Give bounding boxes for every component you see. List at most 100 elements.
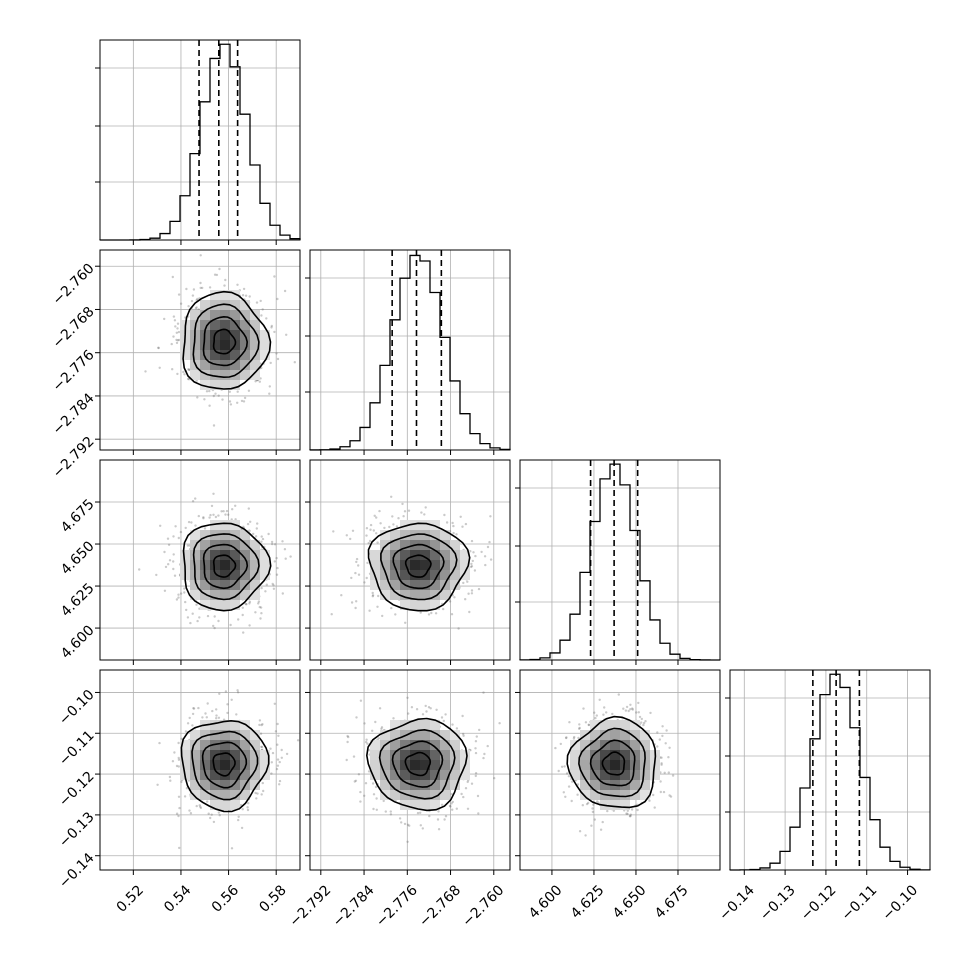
sample-point — [489, 515, 492, 518]
density-cell — [210, 720, 220, 730]
density-cell — [190, 590, 200, 600]
sample-point — [357, 564, 360, 567]
sample-point — [260, 314, 263, 317]
density-cell — [580, 790, 590, 800]
density-cell — [440, 760, 450, 770]
sample-point — [436, 818, 440, 821]
density-cell — [240, 350, 250, 360]
density-cell — [400, 750, 410, 760]
sample-point — [466, 580, 469, 583]
sample-point — [467, 592, 470, 595]
sample-point — [278, 779, 282, 783]
density-cell — [200, 740, 210, 750]
density-cell — [430, 780, 440, 790]
density-cell — [400, 550, 410, 560]
sample-point — [296, 739, 300, 742]
density-cell — [380, 780, 390, 790]
contour-level-2 — [380, 533, 458, 601]
sample-point — [195, 306, 198, 309]
sample-point — [581, 804, 584, 807]
contour-level-0 — [212, 554, 237, 578]
sample-point — [244, 602, 248, 606]
contour-level-1 — [202, 543, 249, 590]
sample-point — [630, 808, 634, 811]
sample-point — [182, 370, 185, 374]
sample-point — [444, 713, 447, 716]
density-cell — [210, 520, 220, 530]
x-tick-label: 0.56 — [209, 882, 242, 915]
density-cell — [200, 310, 210, 320]
sample-point — [482, 756, 485, 760]
sample-point — [172, 553, 175, 556]
histogram-3 — [729, 673, 931, 871]
sample-point — [260, 586, 263, 590]
density-cell — [580, 770, 590, 780]
density-cell — [390, 530, 400, 540]
x-tick-label: −0.13 — [757, 882, 799, 924]
sample-point — [183, 373, 186, 376]
sample-point — [254, 535, 258, 538]
y-tick-label: −0.13 — [56, 809, 98, 851]
sample-point — [259, 617, 262, 620]
sample-point — [280, 756, 283, 759]
sample-point — [185, 287, 188, 291]
sample-point — [430, 611, 433, 615]
density-cell — [580, 740, 590, 750]
density-cell — [250, 340, 260, 350]
sample-point — [197, 706, 200, 710]
density-cell — [440, 530, 450, 540]
x-tick-label: 4.650 — [610, 882, 650, 922]
sample-point — [407, 509, 411, 512]
sample-point — [368, 539, 372, 543]
sample-point — [459, 515, 462, 518]
sample-point — [375, 808, 378, 811]
sample-point — [276, 566, 279, 570]
density-cell — [610, 720, 620, 730]
sample-point — [419, 824, 422, 827]
sample-point — [596, 800, 599, 803]
sample-point — [372, 807, 375, 811]
density-cell — [400, 790, 410, 800]
sample-point — [260, 745, 263, 748]
sample-point — [585, 802, 589, 806]
hist-panel-1 — [305, 249, 511, 455]
sample-point — [225, 509, 229, 513]
sample-point — [210, 813, 213, 816]
sample-point — [273, 702, 276, 705]
density-cell — [620, 730, 630, 740]
density-cell — [410, 550, 420, 560]
sample-point — [464, 522, 468, 526]
density-cell — [220, 370, 230, 380]
sample-point — [389, 810, 392, 813]
sample-point — [435, 708, 438, 711]
density-cell — [620, 790, 630, 800]
sample-point — [486, 545, 490, 549]
sample-point — [241, 294, 245, 297]
density-cell — [590, 790, 600, 800]
sample-point — [187, 520, 191, 524]
sample-point — [203, 527, 207, 530]
sample-point — [591, 807, 594, 810]
sample-point — [214, 392, 217, 395]
density-cell — [650, 770, 660, 780]
sample-point — [355, 716, 358, 719]
sample-point — [246, 808, 250, 812]
sample-point — [448, 600, 452, 603]
density-cell — [210, 290, 220, 300]
density-cell — [210, 380, 220, 390]
density-cell — [610, 730, 620, 740]
sample-point — [347, 735, 350, 739]
sample-point — [406, 823, 410, 826]
density-cell — [570, 750, 580, 760]
sample-point — [228, 390, 231, 393]
sample-point — [661, 734, 664, 738]
sample-point — [191, 500, 195, 503]
sample-point — [375, 532, 378, 535]
density-cell — [220, 570, 230, 580]
sample-point — [260, 535, 263, 538]
density-cell — [390, 730, 400, 740]
sample-point — [168, 775, 172, 779]
sample-point — [190, 299, 194, 303]
sample-point — [448, 804, 452, 808]
sample-point — [637, 701, 640, 705]
